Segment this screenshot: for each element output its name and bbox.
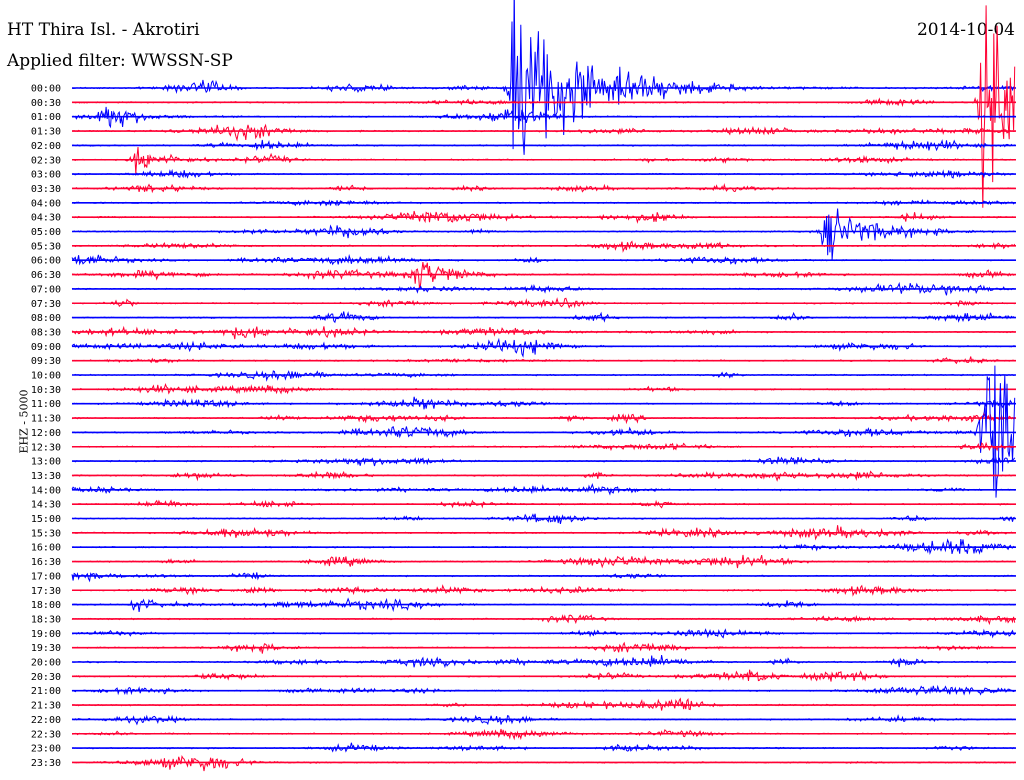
row-label-0830: 08:30	[31, 327, 61, 338]
date-label: 2014-10-04	[916, 20, 1015, 40]
row-label-0630: 06:30	[31, 270, 61, 281]
trace-0630	[71, 262, 1015, 290]
row-label-1100: 11:00	[31, 399, 61, 410]
row-label-1130: 11:30	[31, 414, 61, 425]
row-label-2130: 21:30	[31, 701, 61, 712]
row-label-0500: 05:00	[31, 227, 61, 238]
row-label-1600: 16:00	[31, 543, 61, 554]
row-label-0900: 09:00	[31, 342, 61, 353]
row-label-0100: 01:00	[31, 112, 61, 123]
row-label-1800: 18:00	[31, 600, 61, 611]
trace-1530	[71, 525, 1015, 541]
row-label-2000: 20:00	[31, 658, 61, 669]
row-label-2200: 22:00	[31, 715, 61, 726]
trace-0500	[71, 208, 1015, 260]
row-label-1330: 13:30	[31, 471, 61, 482]
row-label-1900: 19:00	[31, 629, 61, 640]
row-label-0700: 07:00	[31, 284, 61, 295]
row-label-0130: 01:30	[31, 127, 61, 138]
row-label-0430: 04:30	[31, 213, 61, 224]
row-label-2300: 23:00	[31, 744, 61, 755]
row-label-1230: 12:30	[31, 442, 61, 453]
trace-2000	[71, 655, 1015, 669]
row-label-1030: 10:30	[31, 385, 61, 396]
row-label-0730: 07:30	[31, 299, 61, 310]
row-label-0300: 03:00	[31, 170, 61, 181]
row-label-0230: 02:30	[31, 155, 61, 166]
row-label-1000: 10:00	[31, 371, 61, 382]
row-label-1200: 12:00	[31, 428, 61, 439]
row-label-1830: 18:30	[31, 614, 61, 625]
row-label-2330: 23:30	[31, 758, 61, 769]
row-label-2030: 20:30	[31, 672, 61, 683]
trace-0900	[71, 337, 1015, 358]
station-title: HT Thira Isl. - Akrotiri	[7, 20, 200, 40]
row-label-0030: 00:30	[31, 98, 61, 109]
row-label-2100: 21:00	[31, 686, 61, 697]
row-label-1300: 13:00	[31, 457, 61, 468]
row-label-1500: 15:00	[31, 514, 61, 525]
trace-2330	[72, 755, 1015, 772]
row-label-0330: 03:30	[31, 184, 61, 195]
row-label-0000: 00:00	[31, 84, 61, 95]
row-label-0930: 09:30	[31, 356, 61, 367]
row-label-0530: 05:30	[31, 241, 61, 252]
row-label-1700: 17:00	[31, 571, 61, 582]
filter-label: Applied filter: WWSSN-SP	[7, 51, 233, 71]
row-label-1530: 15:30	[31, 528, 61, 539]
row-label-0400: 04:00	[31, 198, 61, 209]
trace-2300	[71, 742, 1015, 753]
row-label-1930: 19:30	[31, 643, 61, 654]
row-label-2230: 22:30	[31, 729, 61, 740]
row-label-1730: 17:30	[31, 586, 61, 597]
row-label-1630: 16:30	[31, 557, 61, 568]
trace-0030	[71, 5, 1016, 208]
row-label-1400: 14:00	[31, 485, 61, 496]
trace-0130	[72, 123, 1015, 142]
row-label-0600: 06:00	[31, 256, 61, 267]
row-label-1430: 14:30	[31, 500, 61, 511]
row-label-0800: 08:00	[31, 313, 61, 324]
row-label-0200: 02:00	[31, 141, 61, 152]
